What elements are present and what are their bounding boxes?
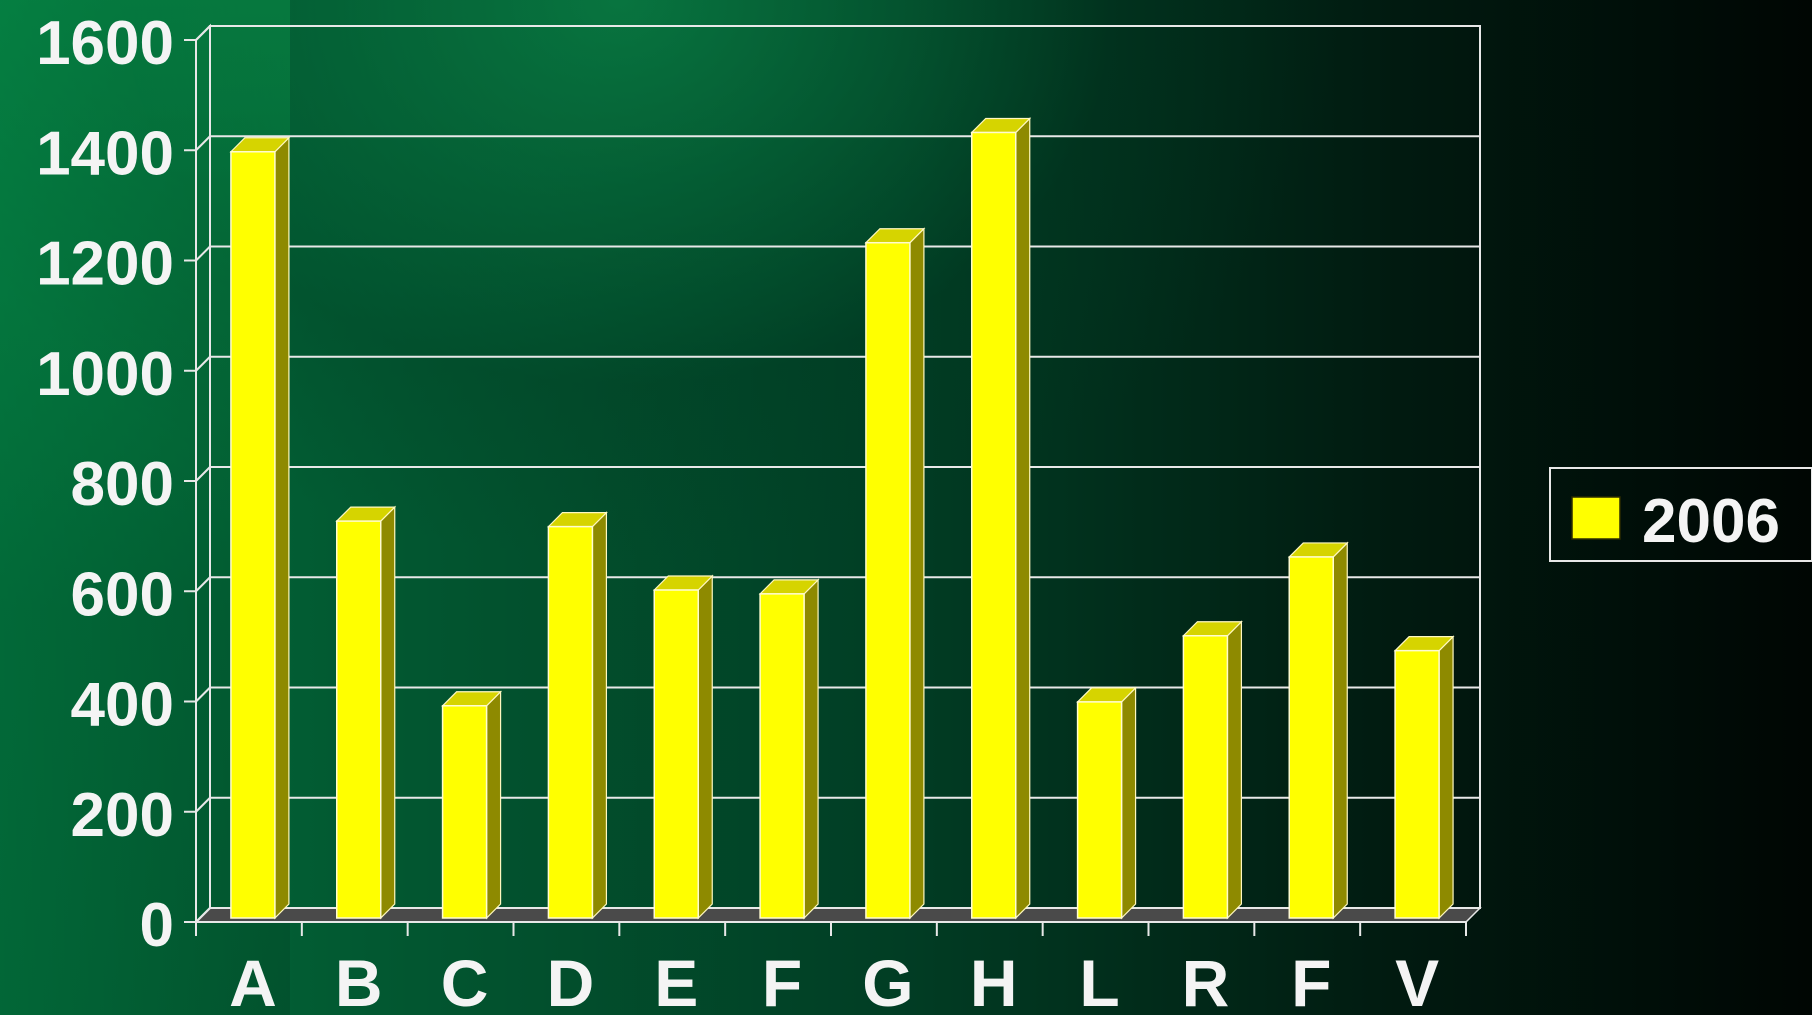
x-tick-label: D <box>547 946 595 1015</box>
side-gridline <box>195 356 211 372</box>
bar-front <box>1182 635 1229 919</box>
gridlines <box>209 25 1481 909</box>
x-tick-label: F <box>762 946 802 1015</box>
y-tick-label: 0 <box>140 891 174 960</box>
side-gridline <box>195 907 211 923</box>
y-tick-label: 600 <box>71 560 174 629</box>
bar-side <box>485 690 502 920</box>
x-tick-label: A <box>229 946 277 1015</box>
bar <box>758 578 820 920</box>
bar-side <box>1332 541 1348 920</box>
bar-front <box>865 241 911 919</box>
bar <box>546 511 608 920</box>
bar-front <box>653 589 699 919</box>
bar-side <box>1438 635 1454 920</box>
bar <box>970 117 1032 920</box>
bar-front <box>547 525 594 919</box>
bar-front <box>1076 701 1123 919</box>
x-tick-label: R <box>1182 946 1230 1015</box>
bar-side <box>1120 686 1137 920</box>
x-tick-label: F <box>1291 946 1331 1015</box>
x-tick-label: E <box>654 946 698 1015</box>
bar-front <box>441 705 488 919</box>
y-tick-labels: 0 200 400 600 800 1000 1200 1400 1600 <box>36 9 174 960</box>
bar <box>229 136 291 920</box>
bar-side <box>909 227 925 920</box>
bar <box>864 227 926 920</box>
legend-swatch <box>1571 496 1621 540</box>
x-tick-label: G <box>862 946 913 1015</box>
bar <box>1393 635 1455 920</box>
bar <box>335 505 397 920</box>
side-gridline <box>195 686 211 703</box>
side-gridline <box>195 135 211 151</box>
side-gridline <box>195 466 211 482</box>
side-gridline <box>195 797 211 813</box>
bar <box>652 574 714 920</box>
bar <box>1181 620 1243 920</box>
bar <box>441 690 503 920</box>
bar-side <box>1015 117 1031 920</box>
bar-side <box>1226 620 1243 920</box>
bar-front <box>1394 649 1440 919</box>
y-tick-label: 400 <box>71 671 174 740</box>
bar-front <box>971 131 1017 919</box>
bar-side <box>803 578 819 920</box>
bar <box>1287 541 1349 920</box>
legend-label: 2006 <box>1642 487 1780 556</box>
bar-side <box>274 136 290 920</box>
y-tick-label: 800 <box>71 450 174 519</box>
x-tick-label: H <box>970 946 1018 1015</box>
y-tick-label: 1600 <box>36 9 174 78</box>
x-tick-label: B <box>335 946 383 1015</box>
bar-front <box>759 593 805 919</box>
y-tick-label: 1200 <box>36 230 174 299</box>
x-tick-label: L <box>1079 946 1119 1015</box>
bar <box>1076 686 1138 920</box>
bar-side <box>380 505 396 920</box>
y-tick-label: 200 <box>71 781 174 850</box>
bar-front <box>1288 556 1334 919</box>
x-tick-label: C <box>441 946 489 1015</box>
side-gridline <box>195 25 211 41</box>
bars <box>229 117 1455 920</box>
bar-side <box>697 574 713 920</box>
side-gridline <box>195 576 211 592</box>
y-tick-label: 1000 <box>36 340 174 409</box>
side-gridline <box>195 245 211 262</box>
axes <box>184 23 1467 936</box>
y-tick-label: 1400 <box>36 119 174 188</box>
x-tick-label: V <box>1395 946 1439 1015</box>
bar-front <box>336 520 382 919</box>
bar-front <box>230 151 276 919</box>
legend: 2006 <box>1549 467 1812 562</box>
legend-box <box>1549 467 1812 562</box>
bar-side <box>591 511 608 920</box>
